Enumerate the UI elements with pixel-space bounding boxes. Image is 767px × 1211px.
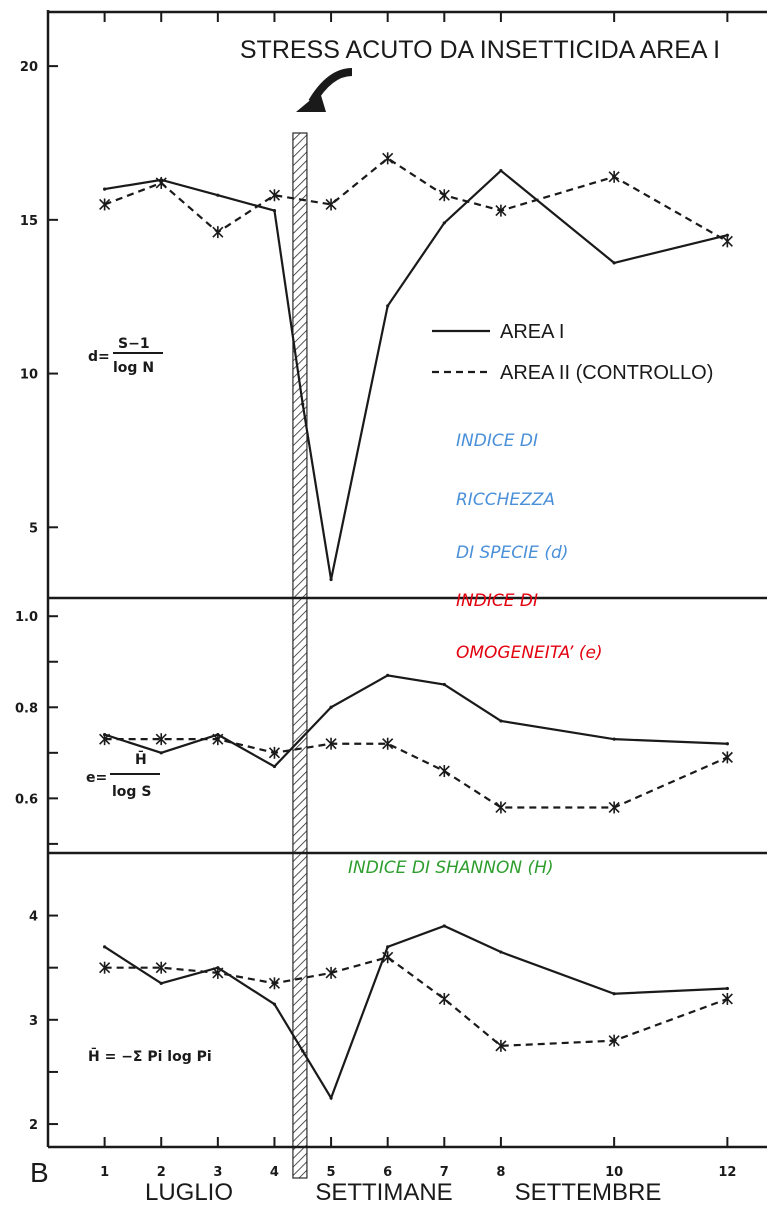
- x-label-settimane: SETTIMANE: [315, 1179, 452, 1206]
- legend: AREA I AREA II (CONTROLLO): [432, 321, 713, 384]
- x-tick-label-3: 3: [213, 1165, 222, 1180]
- formula-d-denominator: log N: [113, 360, 154, 376]
- data-point-e-area-i-9: [726, 742, 729, 745]
- y-tick-label-H-0: 2: [29, 1118, 38, 1133]
- data-point-H-area-i-5: [329, 1096, 332, 1099]
- data-point-H-area-i-3: [273, 1003, 276, 1006]
- x-tick-label-1: 1: [100, 1165, 109, 1180]
- x-tick-label-2: 2: [157, 1165, 166, 1180]
- stress-period-band: [293, 133, 307, 1178]
- data-point-e-area-ii-9: [722, 751, 732, 763]
- annotation-d-line-3: DI SPECIE (d): [456, 543, 568, 563]
- y-tick-label-d-2: 15: [20, 214, 38, 229]
- data-point-d-area-ii-8: [609, 171, 619, 183]
- data-point-e-area-i-4: [329, 706, 332, 709]
- panel-letter: B: [30, 1157, 49, 1188]
- y-tick-label-d-3: 20: [20, 60, 38, 75]
- y-tick-label-H-2: 3: [29, 1014, 38, 1029]
- x-tick-label-6: 6: [383, 1165, 392, 1180]
- chart-title: STRESS ACUTO DA INSETTICIDA AREA I: [240, 36, 720, 64]
- y-axis-ticks: 5 10 15 20 0.6 0.8 1.0 2 3 4: [15, 60, 58, 1133]
- series-line-e-area-i: [105, 675, 728, 766]
- formula-d: d= S−1 log N: [88, 336, 163, 376]
- stress-arrow: [296, 72, 352, 112]
- data-point-H-area-i-9: [613, 992, 616, 995]
- data-point-H-area-i-7: [443, 924, 446, 927]
- annotation-d-line-1: INDICE DI: [456, 431, 538, 451]
- data-point-H-area-i-10: [726, 987, 729, 990]
- data-point-H-area-i-0: [103, 945, 106, 948]
- data-point-e-area-i-3: [273, 765, 276, 768]
- formula-e-numerator: H̄: [135, 749, 147, 768]
- formula-d-numerator: S−1: [118, 336, 150, 352]
- data-point-e-area-ii-6: [439, 765, 449, 777]
- formula-d-lhs: d=: [88, 349, 110, 365]
- annotation-e-line-1: INDICE DI: [456, 591, 538, 611]
- series-line-d-area-ii: [105, 158, 728, 241]
- data-point-H-area-ii-6: [439, 993, 449, 1005]
- data-point-d-area-ii-0: [100, 198, 110, 210]
- formula-h-text: H̄ = −Σ Pi log Pi: [88, 1046, 212, 1065]
- series-line-e-area-ii: [105, 739, 728, 807]
- legend-label-area-i: AREA I: [500, 321, 564, 343]
- x-tick-label-5: 5: [327, 1165, 336, 1180]
- data-point-d-area-i-2: [216, 194, 219, 197]
- data-point-d-area-ii-5: [383, 152, 393, 164]
- data-point-d-area-i-9: [613, 261, 616, 264]
- data-point-e-area-i-5: [386, 674, 389, 677]
- annotation-d-line-2: RICCHEZZA: [456, 490, 555, 510]
- data-point-H-area-i-4: [301, 1049, 304, 1052]
- y-tick-label-e-1: 0.6: [15, 792, 38, 807]
- y-tick-label-d-0: 5: [29, 521, 38, 536]
- x-tick-label-4: 4: [270, 1165, 279, 1180]
- data-series: [100, 152, 733, 1099]
- data-point-d-area-i-0: [103, 187, 106, 190]
- data-point-e-area-i-6: [443, 683, 446, 686]
- data-point-e-area-i-7: [499, 719, 502, 722]
- data-point-e-area-ii-7: [496, 801, 506, 813]
- x-label-settembre: SETTEMBRE: [515, 1179, 662, 1206]
- formula-e: e= H̄ log S: [86, 749, 160, 800]
- data-point-d-area-i-5: [329, 578, 332, 581]
- data-point-H-area-i-1: [160, 982, 163, 985]
- annotation-h-line-1: INDICE DI SHANNON (H): [348, 858, 554, 878]
- data-point-e-area-i-8: [613, 738, 616, 741]
- annotation-e-line-2: OMOGENEITA’ (e): [456, 643, 603, 663]
- legend-label-area-ii: AREA II (CONTROLLO): [500, 362, 713, 384]
- data-point-d-area-ii-2: [213, 226, 223, 238]
- data-point-H-area-i-6: [386, 945, 389, 948]
- series-line-H-area-i: [105, 926, 728, 1098]
- y-tick-label-d-1: 10: [20, 368, 38, 383]
- x-axis-ticks: 1 2 3 4 5 6 7 8 10 12: [100, 12, 736, 1180]
- data-point-e-area-i-1: [160, 751, 163, 754]
- y-tick-label-e-3: 0.8: [15, 701, 38, 716]
- data-point-d-area-i-4: [301, 403, 304, 406]
- series-line-H-area-ii: [105, 957, 728, 1046]
- x-tick-label-7: 7: [440, 1165, 449, 1180]
- data-point-d-area-ii-9: [722, 235, 732, 247]
- formula-h: H̄ = −Σ Pi log Pi: [88, 1046, 212, 1065]
- x-tick-label-12: 12: [718, 1165, 736, 1180]
- data-point-d-area-i-6: [386, 304, 389, 307]
- x-label-luglio: LUGLIO: [145, 1179, 233, 1206]
- y-tick-label-e-5: 1.0: [15, 610, 38, 625]
- x-tick-label-8: 8: [496, 1165, 505, 1180]
- data-point-H-area-ii-9: [722, 993, 732, 1005]
- formula-e-lhs: e=: [86, 770, 107, 786]
- data-point-d-area-ii-1: [156, 177, 166, 189]
- data-point-d-area-i-8: [499, 169, 502, 172]
- data-point-H-area-i-8: [499, 950, 502, 953]
- data-point-d-area-i-7: [443, 221, 446, 224]
- formula-e-denominator: log S: [112, 784, 151, 800]
- data-point-d-area-i-3: [273, 209, 276, 212]
- data-point-d-area-ii-6: [439, 189, 449, 201]
- y-tick-label-H-4: 4: [29, 910, 38, 925]
- x-tick-label-10: 10: [605, 1165, 623, 1180]
- data-point-e-area-ii-8: [609, 801, 619, 813]
